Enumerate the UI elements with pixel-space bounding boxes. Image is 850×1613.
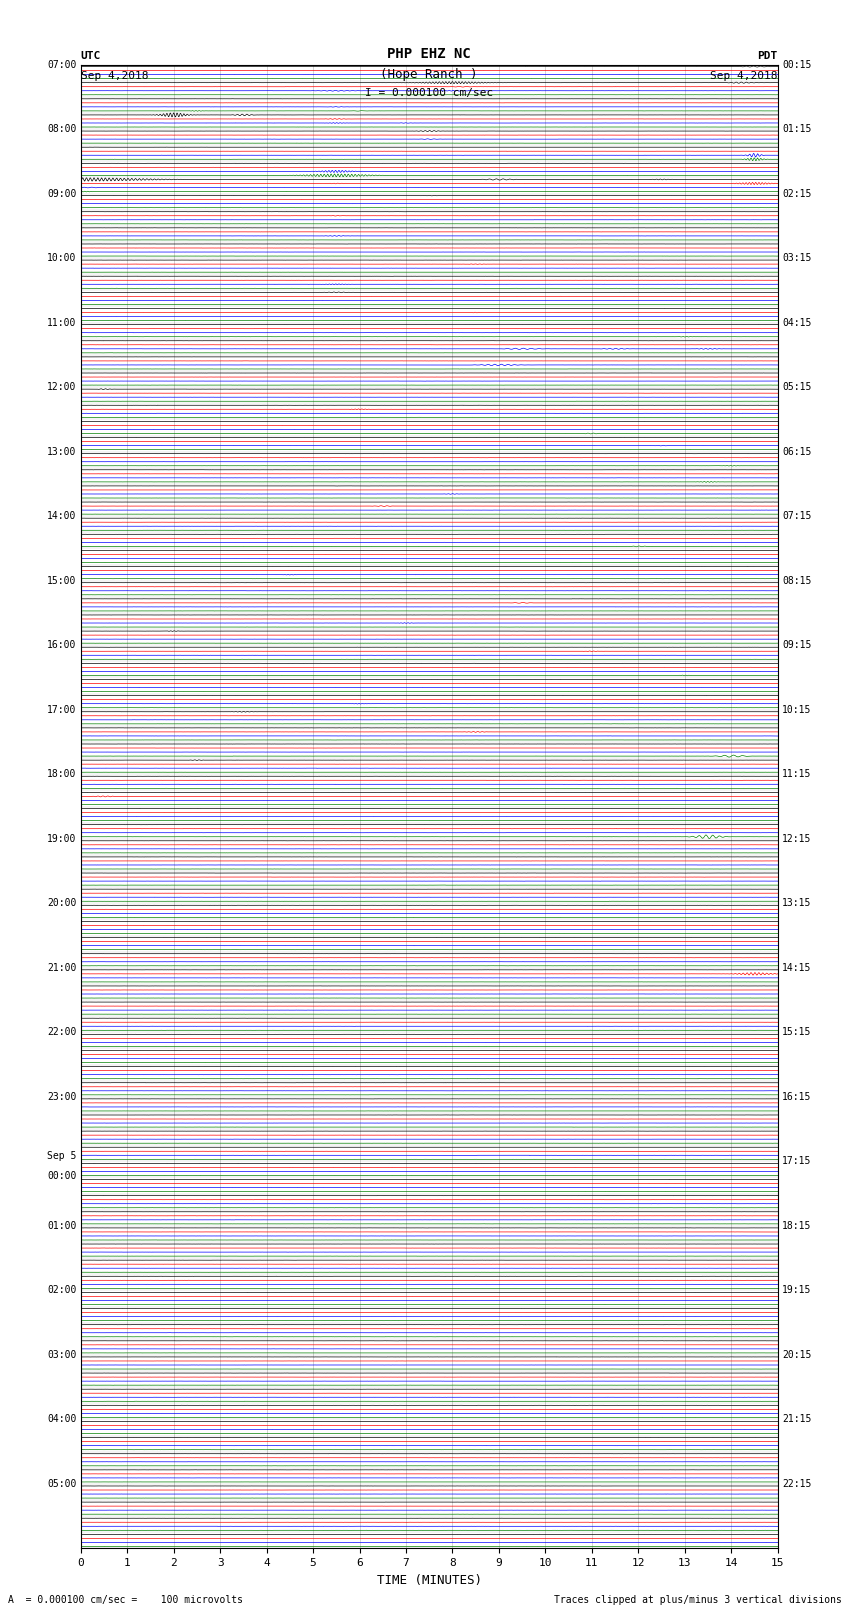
- Text: 01:15: 01:15: [782, 124, 812, 134]
- Text: 09:00: 09:00: [47, 189, 76, 198]
- Text: 02:15: 02:15: [782, 189, 812, 198]
- Text: 12:00: 12:00: [47, 382, 76, 392]
- Text: 22:00: 22:00: [47, 1027, 76, 1037]
- Text: 05:15: 05:15: [782, 382, 812, 392]
- Text: 03:15: 03:15: [782, 253, 812, 263]
- Text: 09:15: 09:15: [782, 640, 812, 650]
- Text: Sep 4,2018: Sep 4,2018: [711, 71, 778, 81]
- Text: UTC: UTC: [81, 52, 101, 61]
- Text: 22:15: 22:15: [782, 1479, 812, 1489]
- Text: 07:15: 07:15: [782, 511, 812, 521]
- Text: 16:00: 16:00: [47, 640, 76, 650]
- Text: 16:15: 16:15: [782, 1092, 812, 1102]
- Text: (Hope Ranch ): (Hope Ranch ): [381, 68, 478, 81]
- Text: 00:00: 00:00: [47, 1171, 76, 1181]
- Text: 21:00: 21:00: [47, 963, 76, 973]
- Text: 01:00: 01:00: [47, 1221, 76, 1231]
- X-axis label: TIME (MINUTES): TIME (MINUTES): [377, 1574, 482, 1587]
- Text: 04:00: 04:00: [47, 1415, 76, 1424]
- Text: 03:00: 03:00: [47, 1350, 76, 1360]
- Text: 08:15: 08:15: [782, 576, 812, 586]
- Text: 15:15: 15:15: [782, 1027, 812, 1037]
- Text: 18:00: 18:00: [47, 769, 76, 779]
- Text: 10:15: 10:15: [782, 705, 812, 715]
- Text: 02:00: 02:00: [47, 1286, 76, 1295]
- Text: 10:00: 10:00: [47, 253, 76, 263]
- Text: Traces clipped at plus/minus 3 vertical divisions: Traces clipped at plus/minus 3 vertical …: [553, 1595, 842, 1605]
- Text: 04:15: 04:15: [782, 318, 812, 327]
- Text: 08:00: 08:00: [47, 124, 76, 134]
- Text: 23:00: 23:00: [47, 1092, 76, 1102]
- Text: 13:15: 13:15: [782, 898, 812, 908]
- Text: 11:15: 11:15: [782, 769, 812, 779]
- Text: 17:15: 17:15: [782, 1157, 812, 1166]
- Text: 00:15: 00:15: [782, 60, 812, 69]
- Text: 13:00: 13:00: [47, 447, 76, 456]
- Text: 19:00: 19:00: [47, 834, 76, 844]
- Text: 14:15: 14:15: [782, 963, 812, 973]
- Text: PHP EHZ NC: PHP EHZ NC: [388, 47, 471, 61]
- Text: I = 0.000100 cm/sec: I = 0.000100 cm/sec: [366, 89, 493, 98]
- Text: 07:00: 07:00: [47, 60, 76, 69]
- Text: 18:15: 18:15: [782, 1221, 812, 1231]
- Text: Sep 4,2018: Sep 4,2018: [81, 71, 148, 81]
- Text: 11:00: 11:00: [47, 318, 76, 327]
- Text: 17:00: 17:00: [47, 705, 76, 715]
- Text: 15:00: 15:00: [47, 576, 76, 586]
- Text: A  = 0.000100 cm/sec =    100 microvolts: A = 0.000100 cm/sec = 100 microvolts: [8, 1595, 243, 1605]
- Text: 12:15: 12:15: [782, 834, 812, 844]
- Text: 19:15: 19:15: [782, 1286, 812, 1295]
- Text: 05:00: 05:00: [47, 1479, 76, 1489]
- Text: 20:00: 20:00: [47, 898, 76, 908]
- Text: PDT: PDT: [757, 52, 778, 61]
- Text: 20:15: 20:15: [782, 1350, 812, 1360]
- Text: 21:15: 21:15: [782, 1415, 812, 1424]
- Text: 06:15: 06:15: [782, 447, 812, 456]
- Text: 14:00: 14:00: [47, 511, 76, 521]
- Text: Sep 5: Sep 5: [47, 1152, 76, 1161]
